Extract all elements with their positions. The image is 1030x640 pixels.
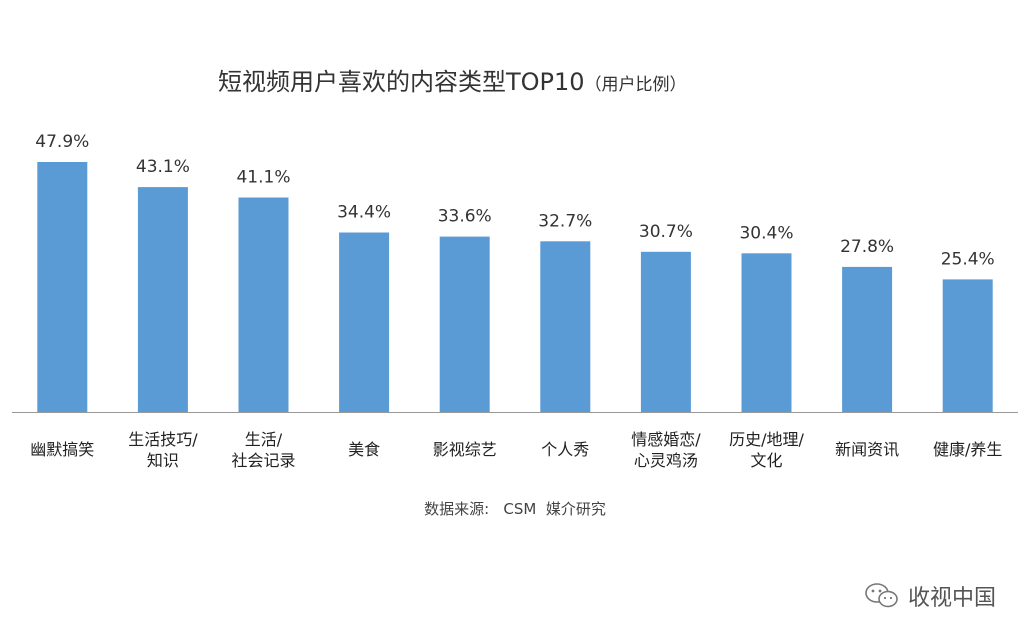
chart-title-text: 短视频用户喜欢的内容类型TOP10 xyxy=(218,68,585,96)
bar-value-label-8: 30.4% xyxy=(739,223,793,243)
category-label-4: 美食 xyxy=(348,440,380,459)
bar-value-label-7: 30.7% xyxy=(639,222,693,242)
chart-title-unit: （用户比例） xyxy=(584,75,687,95)
category-label-5: 影视综艺 xyxy=(433,440,497,459)
bar-value-label-9: 27.8% xyxy=(840,237,894,257)
bar-value-label-5: 33.6% xyxy=(438,207,492,227)
bar-value-label-6: 32.7% xyxy=(538,211,592,231)
category-label-10: 健康/养生 xyxy=(933,440,1002,459)
bar-6 xyxy=(540,241,591,412)
bar-10 xyxy=(942,279,993,412)
wechat-icon xyxy=(865,583,898,608)
category-label-8: 历史/地理/文化 xyxy=(729,430,804,470)
category-label-6: 个人秀 xyxy=(541,440,589,459)
category-label-3: 生活/社会记录 xyxy=(231,430,295,470)
bar-5 xyxy=(439,236,490,412)
bar-2 xyxy=(137,187,188,412)
category-label-7: 情感婚恋/心灵鸡汤 xyxy=(631,430,701,470)
bar-9 xyxy=(842,266,893,412)
bar-8 xyxy=(741,253,792,412)
category-label-2: 生活技巧/知识 xyxy=(128,430,198,470)
bar-4 xyxy=(339,232,390,412)
watermark: 收视中国 xyxy=(864,580,996,612)
bar-3 xyxy=(238,197,289,412)
bar-7 xyxy=(640,251,691,412)
bar-value-label-10: 25.4% xyxy=(941,249,995,269)
chart-title: 短视频用户喜欢的内容类型TOP10（用户比例） xyxy=(0,62,1030,97)
bar-value-label-1: 47.9% xyxy=(35,132,89,152)
bar-value-label-2: 43.1% xyxy=(136,157,190,177)
bar-1 xyxy=(37,162,88,412)
category-label-9: 新闻资讯 xyxy=(835,440,899,459)
watermark-text: 收视中国 xyxy=(907,586,996,611)
category-label-1: 幽默搞笑 xyxy=(30,440,94,459)
bar-value-label-3: 41.1% xyxy=(236,168,290,188)
bar-value-label-4: 34.4% xyxy=(337,203,391,223)
data-source: 数据来源: CSM 媒介研究 xyxy=(424,500,606,518)
